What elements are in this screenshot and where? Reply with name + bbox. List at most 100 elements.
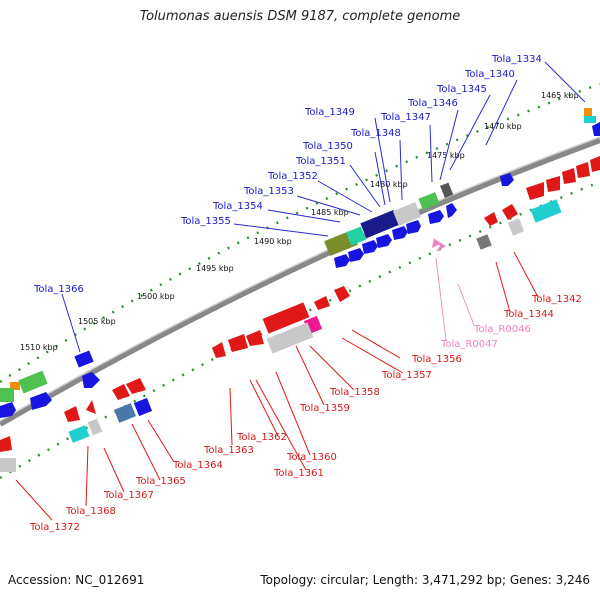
tick-1490: 1490 kbp bbox=[254, 237, 292, 246]
gene-arrow-blue-3 bbox=[362, 240, 378, 254]
label-tola-1349: Tola_1349 bbox=[304, 107, 355, 118]
gene-arrow-blue-2 bbox=[348, 248, 364, 262]
label-tola-1361: Tola_1361 bbox=[273, 468, 324, 479]
gene-block-red-1356 bbox=[262, 302, 310, 334]
gene-block-orange-left bbox=[10, 382, 20, 390]
rna-leader-lines bbox=[435, 257, 475, 341]
gene-block-lightgray-1368 bbox=[87, 418, 103, 436]
topology-text: Topology: circular; Length: 3,471,292 bp… bbox=[260, 573, 590, 587]
top-strand-genes bbox=[0, 108, 600, 418]
gene-arrow-blue-9 bbox=[500, 173, 514, 186]
label-tola-1354: Tola_1354 bbox=[212, 201, 263, 212]
gene-arrow-blue-8 bbox=[446, 203, 457, 218]
genome-backbone-highlight bbox=[0, 136, 600, 422]
gene-block-cyan-top bbox=[584, 116, 596, 123]
label-tola-1351: Tola_1351 bbox=[295, 156, 346, 167]
gene-block-blue-1365 bbox=[133, 397, 153, 417]
gene-block-dark bbox=[440, 182, 454, 198]
gene-arrow-blue-1366b bbox=[82, 372, 100, 388]
label-tola-1345: Tola_1345 bbox=[436, 84, 487, 95]
label-tola-1364: Tola_1364 bbox=[172, 460, 223, 471]
gene-arrow-red-1364b bbox=[126, 378, 146, 394]
tick-1505: 1505 kbp bbox=[78, 317, 116, 326]
gene-block-lightgray-1357 bbox=[266, 322, 314, 354]
gene-block-gray bbox=[392, 202, 422, 226]
rna-arrow-pink-2 bbox=[432, 238, 440, 248]
label-tola-1347: Tola_1347 bbox=[380, 112, 431, 123]
label-tola-1372: Tola_1372 bbox=[29, 522, 80, 533]
label-tola-1346: Tola_1346 bbox=[407, 98, 458, 109]
label-tola-1363: Tola_1363 bbox=[203, 445, 254, 456]
gene-arrow-red-1360c bbox=[246, 330, 264, 346]
top-leader-lines bbox=[61, 61, 586, 353]
gene-arrow-blue-4 bbox=[376, 234, 392, 248]
gene-block-lightgray-left bbox=[0, 458, 16, 472]
label-tola-1348: Tola_1348 bbox=[350, 128, 401, 139]
gene-arrow-red-1360b bbox=[228, 334, 248, 352]
label-tola-1366: Tola_1366 bbox=[33, 284, 84, 295]
accession-text: Accession: NC_012691 bbox=[8, 573, 145, 587]
gene-arrow-blue-7 bbox=[428, 210, 444, 224]
gene-arrow-red-1360a bbox=[212, 342, 226, 358]
gene-arrow-red-1364 bbox=[112, 384, 130, 400]
gene-arrow-red-r4 bbox=[576, 162, 590, 178]
gene-arrow-blue-left-2 bbox=[30, 392, 52, 410]
gene-block-steel-1365 bbox=[114, 403, 136, 423]
label-tola-1357: Tola_1357 bbox=[381, 370, 432, 381]
label-tola-1356: Tola_1356 bbox=[411, 354, 462, 365]
gene-block-green bbox=[418, 192, 440, 210]
tick-1465: 1465 kbp bbox=[541, 91, 579, 100]
map-title: Tolumonas auensis DSM 9187, complete gen… bbox=[139, 9, 461, 24]
gene-arrow-blue-left-1 bbox=[0, 402, 16, 418]
tick-1495: 1495 kbp bbox=[196, 264, 234, 273]
gene-block-aqua bbox=[345, 226, 367, 246]
gene-block-green-left-2 bbox=[0, 388, 14, 402]
label-tola-r0046: Tola_R0046 bbox=[473, 324, 531, 335]
label-tola-1365: Tola_1365 bbox=[135, 476, 186, 487]
tick-1500: 1500 kbp bbox=[137, 292, 175, 301]
gene-block-cyan-1368 bbox=[68, 425, 90, 443]
gene-block-green-left bbox=[18, 370, 48, 394]
gene-arrow-red-left bbox=[0, 436, 12, 452]
label-tola-1368: Tola_1368 bbox=[65, 506, 116, 517]
top-gene-labels: Tola_1334 Tola_1340 Tola_1345 Tola_1346 … bbox=[33, 54, 542, 295]
bottom-leader-lines bbox=[15, 251, 539, 521]
gene-arrow-red-r3 bbox=[562, 168, 576, 184]
label-tola-1358: Tola_1358 bbox=[329, 387, 380, 398]
gene-arrow-red-1359 bbox=[314, 296, 330, 310]
gene-block-lightgray-1344 bbox=[507, 218, 525, 236]
tick-1480: 1480 kbp bbox=[370, 180, 408, 189]
gene-arrow-red-r2 bbox=[546, 176, 560, 192]
gene-arrow-red-1358 bbox=[334, 286, 350, 302]
label-tola-1367: Tola_1367 bbox=[103, 490, 154, 501]
label-tola-1359: Tola_1359 bbox=[299, 403, 350, 414]
gene-block-cyan-1342 bbox=[530, 199, 562, 223]
gene-arrow-red-1342b bbox=[484, 212, 498, 226]
gene-block-gray-1344 bbox=[476, 234, 492, 250]
gene-block-navy bbox=[360, 209, 400, 239]
label-tola-1334: Tola_1334 bbox=[491, 54, 542, 65]
gene-arrow-blue-5 bbox=[392, 226, 408, 240]
label-tola-1350: Tola_1350 bbox=[302, 141, 353, 152]
gene-arrow-blue-1 bbox=[334, 254, 350, 268]
bottom-gene-labels: Tola_1342 Tola_1344 Tola_R0046 Tola_R004… bbox=[29, 294, 582, 533]
label-tola-1352: Tola_1352 bbox=[267, 171, 318, 182]
gene-block-orange bbox=[584, 108, 592, 116]
gene-arrow-red-1367b bbox=[86, 400, 96, 414]
tick-1510: 1510 kbp bbox=[20, 343, 58, 352]
tick-1470: 1470 kbp bbox=[484, 122, 522, 131]
gene-block-blue-1366 bbox=[74, 350, 94, 368]
bottom-strand-genes bbox=[0, 156, 600, 472]
gene-arrow-red-r1 bbox=[526, 182, 544, 200]
label-tola-1355: Tola_1355 bbox=[180, 216, 231, 227]
label-tola-1353: Tola_1353 bbox=[243, 186, 294, 197]
tick-1485: 1485 kbp bbox=[311, 208, 349, 217]
label-tola-1360: Tola_1360 bbox=[286, 452, 337, 463]
label-tola-1362: Tola_1362 bbox=[236, 432, 287, 443]
label-tola-1340: Tola_1340 bbox=[464, 69, 515, 80]
gene-arrow-red-r5 bbox=[590, 156, 600, 172]
gene-arrow-red-1367 bbox=[64, 406, 80, 422]
gene-arrow-red-1342 bbox=[502, 204, 518, 220]
label-tola-1344: Tola_1344 bbox=[503, 309, 554, 320]
